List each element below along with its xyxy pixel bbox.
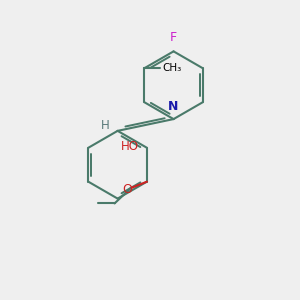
Text: N: N bbox=[168, 100, 179, 112]
Text: H: H bbox=[100, 119, 109, 132]
Text: HO: HO bbox=[121, 140, 139, 153]
Text: F: F bbox=[170, 31, 177, 44]
Text: O: O bbox=[122, 183, 132, 196]
Text: CH₃: CH₃ bbox=[163, 63, 182, 73]
